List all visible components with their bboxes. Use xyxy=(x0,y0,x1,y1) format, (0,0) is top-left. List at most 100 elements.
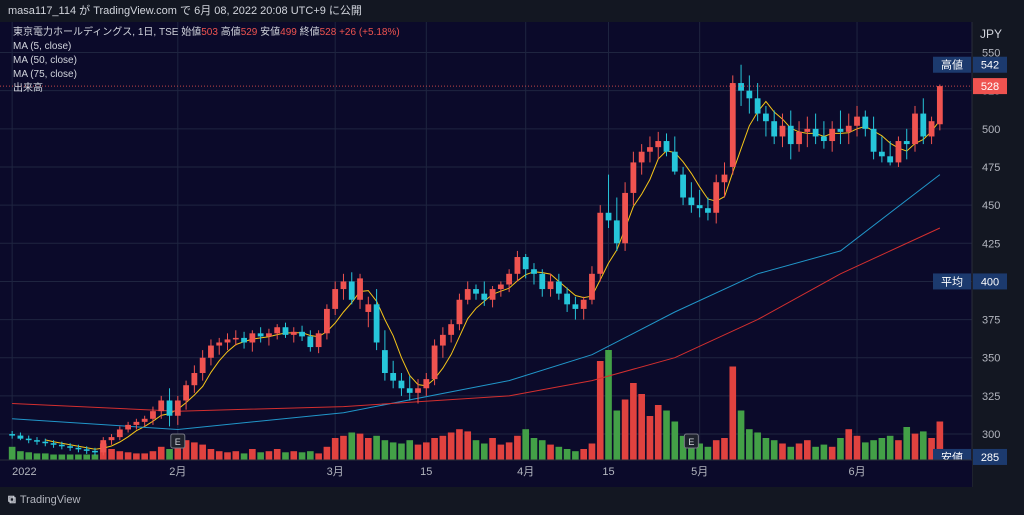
candle-body xyxy=(274,327,281,334)
brand-label: TradingView xyxy=(19,494,81,506)
volume-bar xyxy=(497,444,505,460)
price-tag-value-bg xyxy=(973,56,1007,73)
volume-bar xyxy=(638,394,645,460)
candle-body xyxy=(423,379,430,389)
volume-bar xyxy=(770,440,778,460)
volume-bar xyxy=(389,442,397,460)
volume-bar xyxy=(621,399,629,460)
publish-caption: masa117_114 が TradingView.com で 6月 08, 2… xyxy=(0,0,1024,22)
volume-bar xyxy=(58,454,66,460)
candle-body xyxy=(895,141,902,163)
volume-bar xyxy=(762,438,770,460)
candle-body xyxy=(854,116,860,126)
volume-bar xyxy=(33,453,41,460)
price-tag-value-bg xyxy=(973,448,1007,465)
volume-bar xyxy=(654,405,662,460)
candle-body xyxy=(696,205,703,209)
candle-body xyxy=(887,156,894,163)
price-tag-value: 542 xyxy=(981,60,999,72)
ma50-row[interactable]: MA (50, close) xyxy=(13,55,77,66)
volume-bar xyxy=(605,350,612,460)
candle-body xyxy=(431,345,438,380)
candle-body xyxy=(100,440,107,453)
candle-body xyxy=(406,388,413,393)
volume-bar xyxy=(903,427,911,460)
volume-bar xyxy=(149,451,157,460)
candle-body xyxy=(373,304,380,343)
volume-row[interactable]: 出来高 xyxy=(13,83,43,94)
time-axis-background xyxy=(0,460,972,487)
candle-body xyxy=(249,333,256,343)
tradingview-brand[interactable]: ⧉ TradingView xyxy=(8,494,80,507)
volume-bar xyxy=(191,442,198,460)
earnings-marker-icon[interactable] xyxy=(683,433,699,449)
volume-bar xyxy=(398,443,405,460)
candle-body xyxy=(307,336,314,348)
volume-bar xyxy=(663,410,670,460)
candle-body xyxy=(705,208,711,213)
volume-bar xyxy=(174,438,182,460)
candle-body xyxy=(439,334,446,346)
candle-body xyxy=(754,98,761,114)
volume-bar xyxy=(878,438,886,460)
candle-body xyxy=(83,449,90,451)
volume-bar xyxy=(630,383,637,460)
volume-bar xyxy=(795,443,803,460)
volume-bar xyxy=(91,454,99,460)
candle-body xyxy=(489,289,496,300)
volume-bar xyxy=(555,446,563,460)
price-chart[interactable]: EE JPY300325350375400425450475500525550高… xyxy=(0,22,1024,487)
candle-body xyxy=(597,212,604,274)
volume-bar xyxy=(489,438,496,460)
candle-body xyxy=(555,281,562,294)
earnings-marker-icon[interactable] xyxy=(170,433,186,449)
volume-bar xyxy=(348,432,356,460)
candle-body xyxy=(928,121,935,137)
volume-bar xyxy=(315,453,322,460)
candle-body xyxy=(655,141,662,148)
volume-bar xyxy=(356,433,364,460)
volume-bar xyxy=(505,442,513,460)
volume-bar xyxy=(340,435,347,460)
close-value: 528 xyxy=(319,27,337,38)
price-tick-label: 475 xyxy=(982,162,1000,174)
time-axis[interactable]: 2022 2月 3月 15 4月 15 5月 6月 xyxy=(0,459,972,487)
candle-body xyxy=(75,447,82,450)
candle-body xyxy=(208,345,214,358)
candle-body xyxy=(464,289,471,300)
price-tag-name-bg xyxy=(933,273,971,290)
candle-body xyxy=(183,385,189,401)
tradingview-logo-icon: ⧉ xyxy=(8,494,16,506)
candle-body xyxy=(34,440,40,442)
volume-bar xyxy=(911,433,919,460)
volume-bar xyxy=(41,453,49,460)
symbol-label: 東京電力ホールディングス, 1日, TSE xyxy=(13,27,179,38)
volume-bar xyxy=(688,440,695,460)
candle-body xyxy=(630,162,637,193)
volume-bar xyxy=(50,454,57,460)
candle-body xyxy=(108,437,115,441)
volume-bar xyxy=(373,435,380,460)
candle-body xyxy=(290,331,297,335)
price-axis[interactable]: JPY300325350375400425450475500525550高値54… xyxy=(933,22,1007,487)
candle-body xyxy=(862,116,869,129)
volume-bar xyxy=(75,454,82,460)
candle-body xyxy=(539,273,546,290)
high-value: 529 xyxy=(240,27,258,38)
volume-bar xyxy=(365,438,372,460)
candle-body xyxy=(481,293,488,300)
candle-body xyxy=(199,357,206,374)
candle-body xyxy=(332,289,339,309)
ma75-row[interactable]: MA (75, close) xyxy=(13,69,77,80)
ma5-row[interactable]: MA (5, close) xyxy=(13,41,72,52)
candle-body xyxy=(25,438,32,441)
volume-bar xyxy=(547,444,554,460)
volume-bar xyxy=(439,435,447,460)
volume-bar xyxy=(861,442,869,460)
candle-body xyxy=(166,400,173,416)
candle-body xyxy=(448,324,455,335)
time-tick-label: 15 xyxy=(420,466,432,478)
volume-bar xyxy=(886,435,894,460)
candle-body xyxy=(17,435,24,439)
